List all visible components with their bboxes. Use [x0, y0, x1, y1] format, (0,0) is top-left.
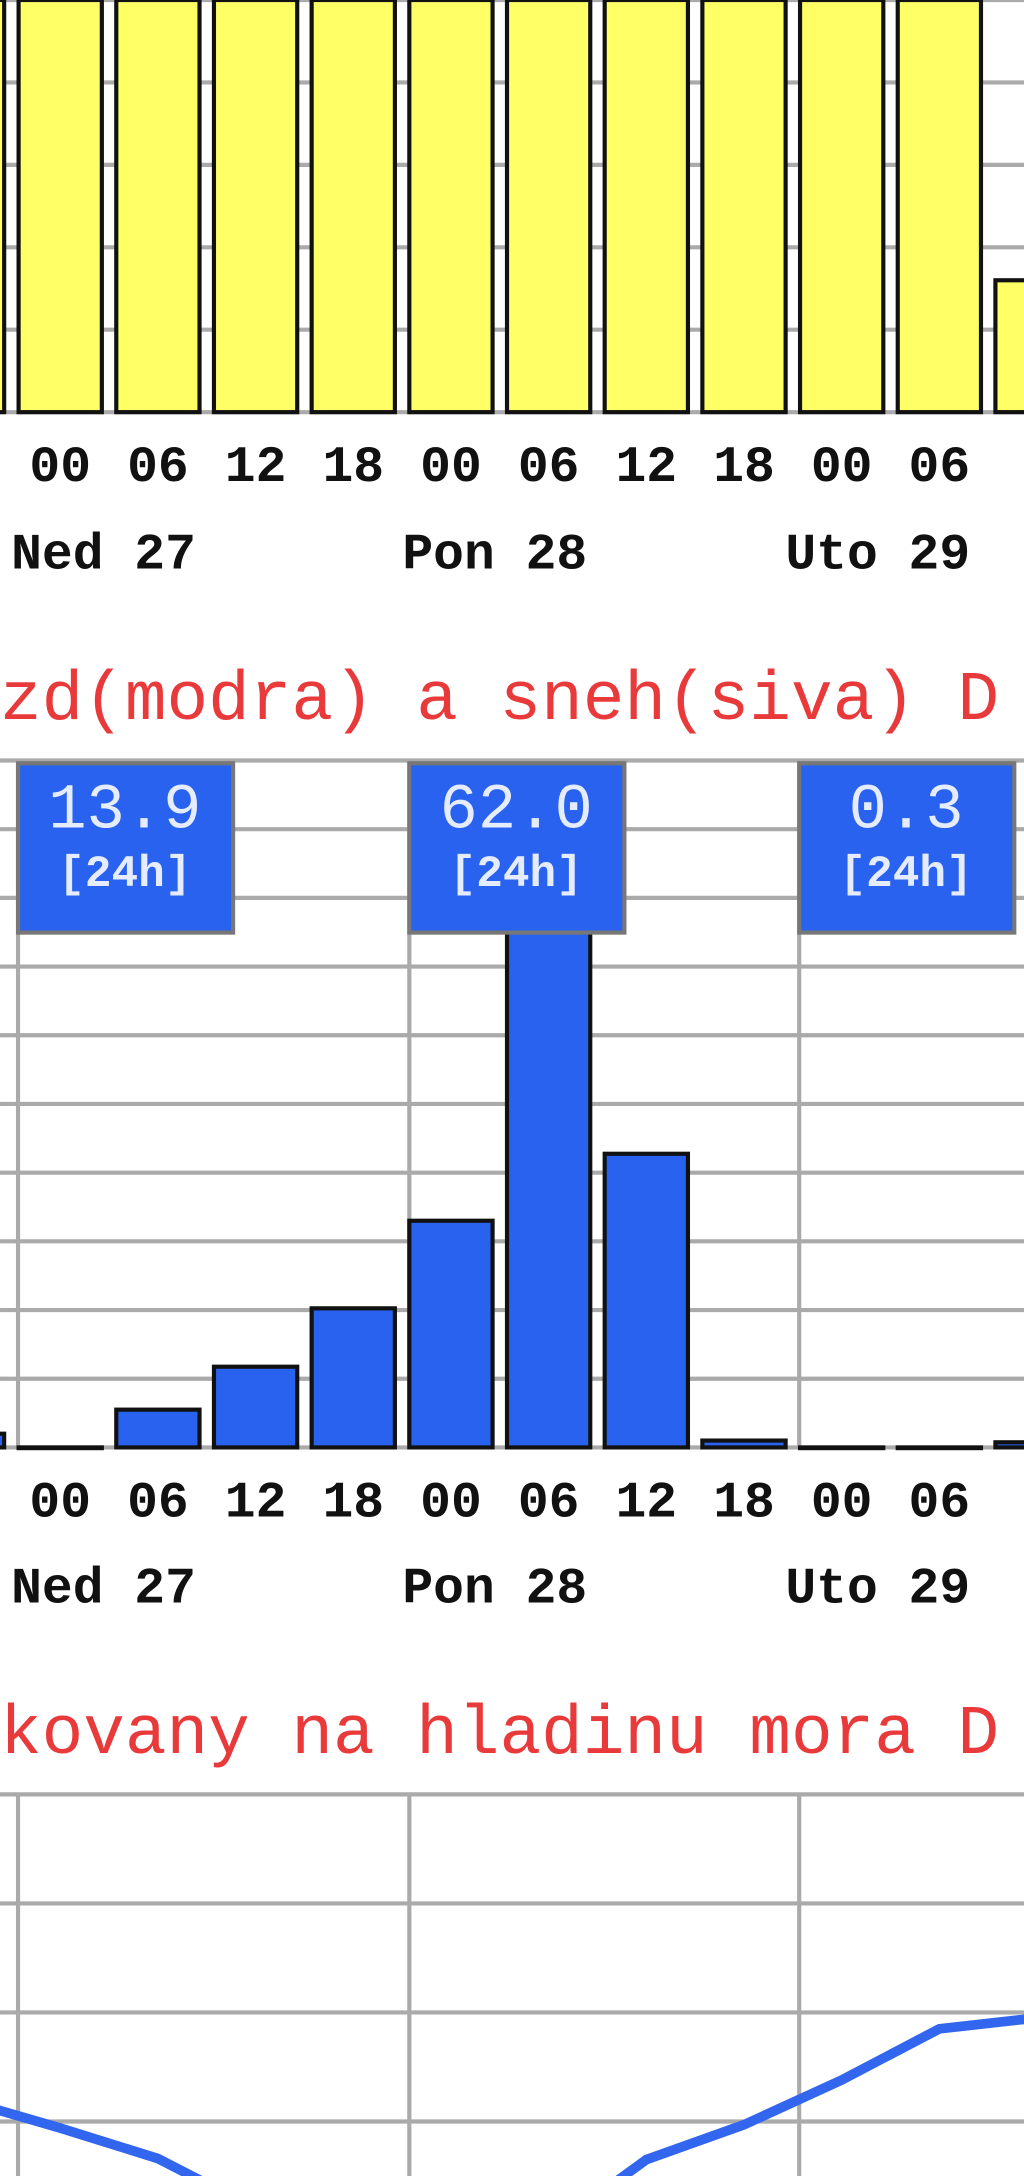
total-value: 13.9 — [48, 775, 201, 847]
bar — [993, 278, 1024, 415]
bar — [895, 1445, 984, 1451]
bar — [309, 1306, 397, 1450]
bar — [16, 0, 104, 415]
line — [0, 2014, 1024, 2176]
bar — [602, 1151, 691, 1450]
bar — [114, 1407, 202, 1450]
total-period: [24h] — [450, 850, 583, 900]
day-label: Uto 29 — [785, 1561, 970, 1619]
day-label: Uto 29 — [785, 527, 970, 585]
bar — [504, 930, 593, 1450]
day-label: Ned 27 — [11, 527, 196, 585]
bar — [211, 0, 300, 415]
x-tick-label: 1 — [1022, 1474, 1024, 1532]
bar — [700, 0, 788, 415]
x-tick-label: 18 — [713, 1474, 775, 1532]
x-tick-label: 12 — [225, 1474, 287, 1532]
x-tick-label: 12 — [225, 439, 287, 497]
bar — [797, 1445, 886, 1451]
x-tick-label: 00 — [420, 1474, 482, 1532]
x-tick-label: 06 — [518, 439, 580, 497]
chart-title: kovany na hladinu mora D — [0, 1695, 999, 1774]
bar — [211, 1364, 300, 1450]
x-tick-label: 06 — [127, 1474, 189, 1532]
total-period: [24h] — [839, 850, 972, 900]
x-tick-label: 1 — [1022, 439, 1024, 497]
total-value: 0.3 — [849, 775, 964, 847]
x-tick-label: 00 — [811, 1474, 873, 1532]
bar — [0, 1431, 7, 1450]
x-tick-label: 18 — [322, 439, 384, 497]
bar — [309, 0, 397, 415]
x-tick-label: 18 — [713, 439, 775, 497]
x-tick-label: 06 — [909, 439, 971, 497]
total-box — [15, 761, 236, 935]
x-tick-label: 18 — [322, 1474, 384, 1532]
x-tick-label: 12 — [616, 439, 678, 497]
total-box — [407, 761, 627, 935]
bar — [407, 1218, 495, 1450]
bar — [993, 1440, 1024, 1450]
bar — [16, 1445, 104, 1451]
x-tick-label: 00 — [29, 1474, 91, 1532]
bar — [407, 0, 495, 415]
x-tick-label: 12 — [616, 1474, 678, 1532]
x-tick-label: 06 — [127, 439, 189, 497]
x-tick-label: 00 — [811, 439, 873, 497]
total-period: [24h] — [58, 850, 191, 900]
day-label: Ned 27 — [11, 1561, 196, 1619]
bar — [114, 0, 202, 415]
bar — [504, 0, 593, 415]
bar — [797, 0, 886, 415]
x-tick-label: 00 — [420, 439, 482, 497]
total-box — [797, 761, 1017, 935]
bar — [602, 0, 691, 415]
day-label: Pon 28 — [402, 527, 587, 585]
x-tick-label: 06 — [909, 1474, 971, 1532]
x-tick-label: 06 — [518, 1474, 580, 1532]
total-value: 62.0 — [440, 775, 593, 847]
bar — [700, 1438, 788, 1450]
bar — [0, 0, 7, 415]
bar — [895, 0, 984, 415]
day-label: Pon 28 — [402, 1561, 587, 1619]
chart-title: zd(modra) a sneh(siva) D — [0, 661, 999, 740]
x-tick-label: 00 — [29, 439, 91, 497]
